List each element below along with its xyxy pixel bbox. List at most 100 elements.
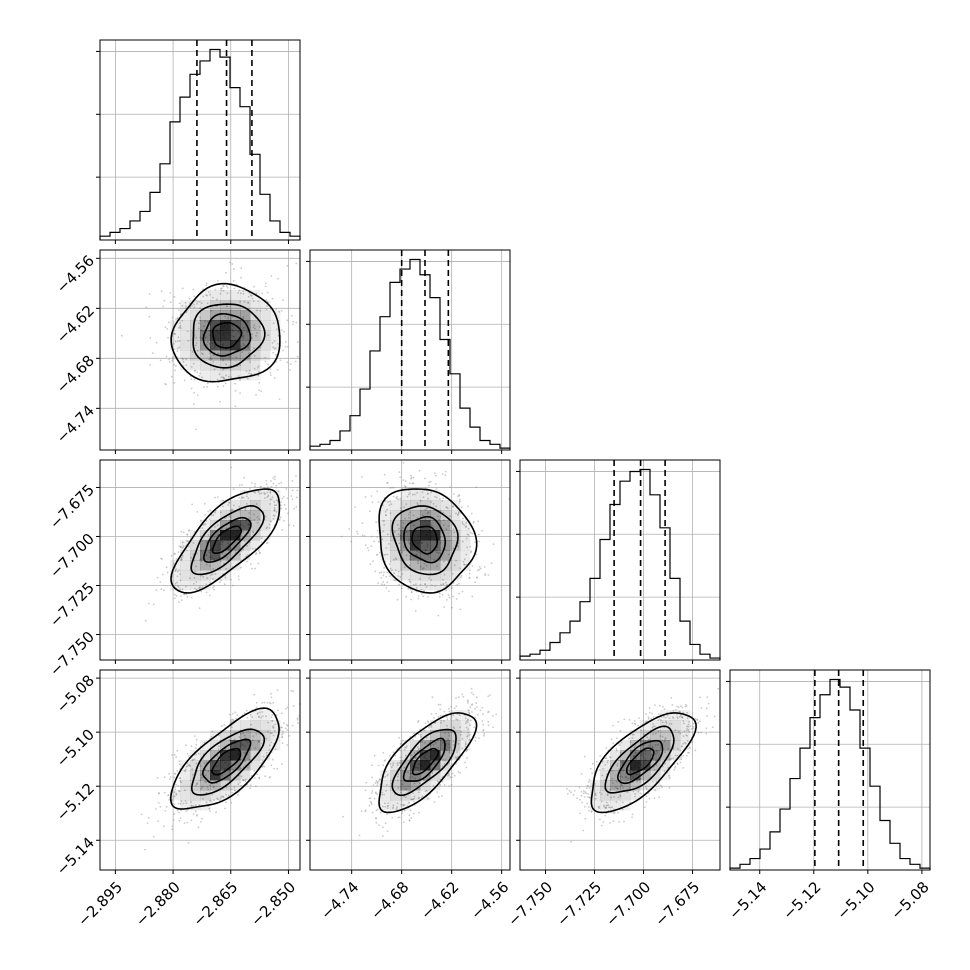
scatter-point [627, 777, 630, 780]
contour-1-2-2 [403, 515, 447, 564]
scatter-point [628, 786, 631, 789]
scatter-point [179, 763, 181, 766]
scatter-point [248, 758, 251, 761]
density-cell [410, 550, 421, 561]
scatter-point [396, 764, 399, 766]
scatter-point [274, 347, 277, 349]
scatter-point [414, 777, 416, 780]
density-cell [660, 770, 671, 781]
scatter-point [192, 773, 194, 776]
scatter-point [147, 817, 150, 819]
scatter-point [448, 773, 450, 776]
scatter-point [207, 320, 209, 323]
density-cell [180, 760, 191, 771]
scatter-point [187, 530, 190, 532]
density-cell [610, 800, 621, 811]
panel-frame-1-2 [309, 459, 511, 661]
histogram-0 [99, 48, 301, 240]
scatter-point [679, 732, 682, 735]
scatter-point [206, 382, 209, 385]
scatter-point [223, 377, 226, 380]
scatter-point [172, 796, 175, 798]
scatter-point [176, 750, 179, 752]
scatter-point [159, 359, 162, 362]
scatter-point [273, 377, 276, 379]
scatter-point [224, 801, 227, 804]
scatter-point [427, 721, 430, 724]
density-cell [220, 370, 231, 381]
density-cell [420, 550, 431, 561]
scatter-point [418, 811, 420, 814]
scatter-point [723, 732, 725, 734]
density-cell [450, 550, 461, 561]
scatter-point [431, 772, 434, 775]
scatter-point [471, 703, 474, 705]
scatter-point [254, 482, 257, 485]
scatter-point [282, 730, 284, 733]
scatter-point [270, 692, 272, 695]
scatter-point [604, 806, 607, 809]
scatter-point [144, 848, 146, 851]
scatter-point [470, 691, 473, 694]
scatter-point [272, 517, 275, 520]
scatter-point [376, 782, 379, 785]
scatter-point [583, 755, 586, 758]
scatter-point [478, 540, 480, 543]
density-cells-0-1 [170, 290, 281, 381]
scatter-point [171, 357, 174, 359]
scatter-point [181, 556, 183, 559]
scatter-point [228, 738, 231, 741]
density-cell [590, 800, 601, 811]
scatter-point [239, 781, 242, 784]
scatter-point [148, 315, 151, 318]
density-cell [380, 540, 391, 551]
scatter-point [217, 280, 219, 282]
scatter-point [264, 515, 267, 518]
scatter-point [174, 786, 176, 789]
density-cell [430, 500, 441, 511]
scatter-point [587, 780, 590, 783]
scatter-point [445, 589, 448, 592]
scatter-point [275, 504, 278, 507]
scatter-point [615, 801, 618, 803]
panel-frame-0-2 [99, 459, 301, 661]
scatter-point [674, 729, 677, 732]
scatter-point [469, 531, 472, 534]
density-cell [200, 360, 211, 371]
scatter-point [397, 533, 400, 536]
density-cell [410, 580, 421, 591]
scatter-point [364, 544, 367, 547]
scatter-point [675, 708, 677, 711]
scatter-point [585, 792, 588, 795]
density-cell [620, 790, 631, 801]
scatter-point [231, 718, 233, 721]
scatter-point [383, 571, 385, 574]
scatter-point [226, 305, 229, 308]
scatter-point [195, 815, 198, 817]
density-cell [190, 790, 201, 801]
scatter-point [384, 776, 387, 778]
scatter-point [594, 797, 597, 800]
scatter-point [644, 740, 647, 742]
density-cell [240, 370, 251, 381]
scatter-point [201, 817, 204, 820]
scatter-point [446, 724, 448, 727]
scatter-point [663, 769, 666, 772]
scatter-point [645, 788, 648, 790]
density-cell [230, 340, 241, 351]
scatter-point [475, 486, 478, 489]
scatter-point [269, 374, 272, 377]
scatter-point [668, 717, 671, 719]
scatter-point [413, 732, 415, 735]
scatter-point [179, 573, 181, 575]
scatter-point [408, 758, 411, 761]
scatter-point [377, 582, 380, 584]
scatter-point [206, 786, 209, 788]
scatter-point [405, 554, 408, 556]
scatter-point [461, 738, 464, 740]
density-cell [260, 730, 271, 741]
density-cell [180, 540, 191, 551]
scatter-point [173, 795, 176, 797]
scatter-point [648, 738, 651, 741]
density-cell [650, 740, 661, 751]
